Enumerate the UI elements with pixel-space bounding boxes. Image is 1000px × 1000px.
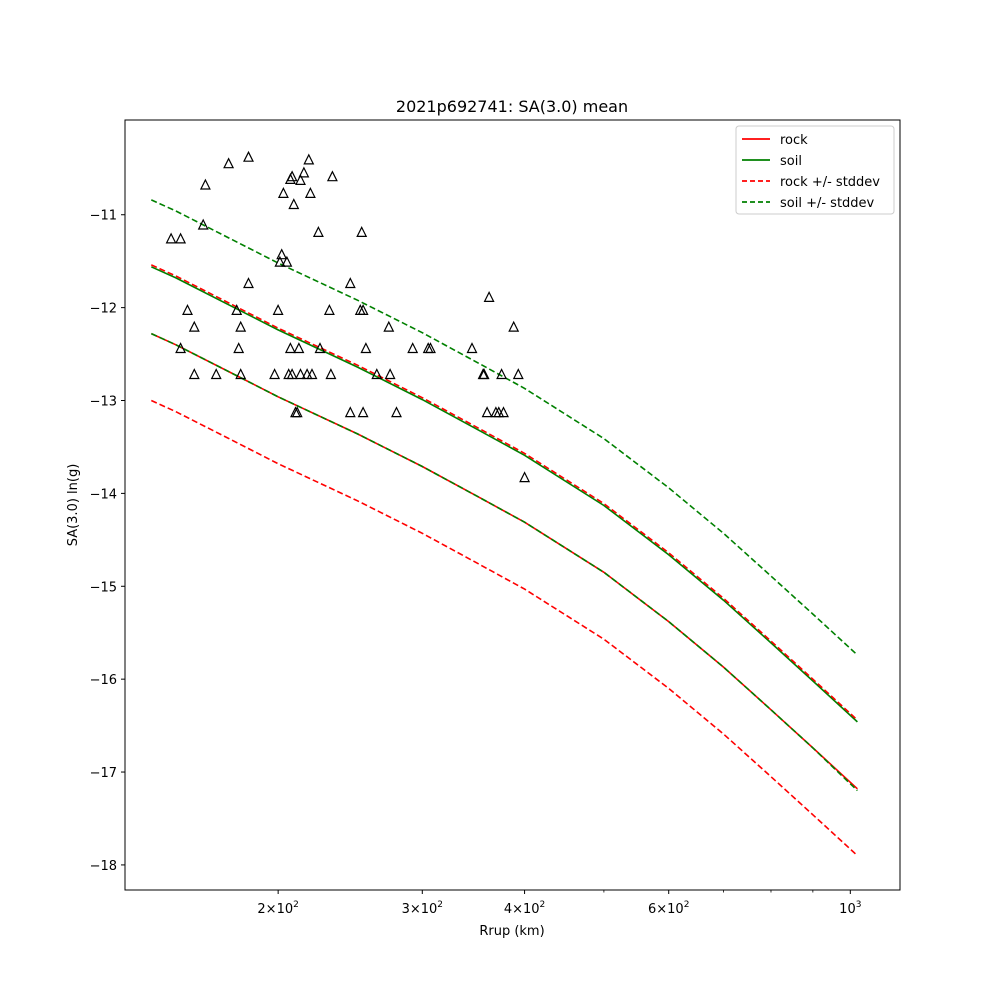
scatter-point-40: [323, 304, 335, 315]
scatter-point-27: [288, 198, 300, 210]
scatter-point-61: [483, 291, 495, 302]
scatter-point-38: [312, 226, 324, 237]
scatter-point-60: [481, 406, 493, 418]
scatter-point-19: [276, 248, 288, 260]
scatter-point-3: [182, 304, 193, 315]
scatter-point-20: [277, 187, 289, 198]
scatter-point-59: [478, 368, 490, 380]
x-tick-label-2: 4×102: [504, 900, 545, 917]
scatter-point-8: [210, 368, 222, 380]
scatter-point-64: [496, 368, 508, 380]
plot-area: −11 −12 −13 −14 −15 −16 −17 −18 2×102 3×102 4×102 6…: [90, 119, 901, 917]
scatter-point-14: [243, 150, 254, 162]
scatter-point-16: [269, 368, 281, 380]
scatter-point-5: [188, 368, 200, 380]
scatter-point-48: [357, 406, 369, 418]
legend-label-1: soil: [780, 154, 802, 169]
y-tick-label-6: −17: [90, 766, 117, 781]
y-tick-label-1: −12: [90, 302, 117, 317]
scatter-point-10: [231, 304, 243, 315]
scatter-point-47: [357, 304, 369, 315]
axes-frame: [124, 119, 901, 891]
scatter-point-57: [466, 342, 478, 354]
series-line-4: [150, 199, 858, 656]
scatter-point-33: [298, 166, 310, 178]
legend-label-0: rock: [780, 133, 808, 148]
scatter-point-46: [356, 226, 368, 237]
scatter-point-39: [314, 342, 326, 354]
scatter-point-67: [512, 368, 524, 380]
series-line-2: [150, 399, 858, 857]
scatter-point-25: [286, 170, 298, 182]
scatter-point-6: [197, 218, 209, 230]
y-tick-label-4: −15: [90, 580, 117, 595]
scatter-point-32: [295, 368, 306, 380]
scatter-point-4: [188, 320, 200, 332]
scatter-point-35: [303, 153, 315, 165]
y-tick-label-3: −14: [90, 487, 117, 502]
scatter-point-26: [286, 368, 298, 380]
scatter-point-42: [326, 170, 338, 182]
scatter-point-37: [306, 368, 318, 380]
legend: rock soil rock +/- stddev soil +/- stddev: [735, 125, 895, 215]
scatter-point-51: [383, 320, 395, 332]
scatter-point-21: [281, 255, 293, 267]
scatter-point-9: [223, 157, 235, 169]
series-line-3: [150, 264, 858, 721]
y-tick-label-2: −13: [90, 395, 117, 410]
series-line-5: [150, 332, 858, 792]
scatter-point-54: [407, 342, 419, 354]
scatter-point-0: [165, 232, 177, 244]
scatter-point-68: [519, 471, 531, 483]
y-axis-label: SA(3.0) ln(g): [66, 464, 81, 547]
x-tick-label-4: 103: [839, 900, 861, 917]
scatter-point-41: [325, 368, 337, 380]
scatter-point-13: [235, 368, 247, 380]
scatter-point-29: [291, 406, 303, 418]
scatter-point-15: [243, 277, 254, 289]
scatter-point-12: [235, 320, 247, 332]
scatter-point-43: [344, 277, 356, 289]
legend-label-2: rock +/- stddev: [780, 175, 880, 190]
chart-title: 2021p692741: SA(3.0) mean: [396, 97, 628, 116]
y-tick-label-5: −16: [90, 673, 117, 688]
x-axis-label: Rrup (km): [479, 924, 544, 939]
scatter-point-11: [233, 342, 245, 354]
scatter-point-53: [391, 406, 402, 418]
scatter-point-31: [295, 174, 306, 185]
scatter-point-2: [175, 342, 187, 354]
scatter-point-65: [498, 406, 509, 418]
legend-label-3: soil +/- stddev: [780, 196, 875, 211]
scatter-point-24: [284, 342, 296, 354]
legend-box: [735, 125, 895, 215]
scatter-point-18: [274, 255, 286, 267]
scatter-point-30: [293, 342, 305, 354]
scatter-point-36: [304, 187, 316, 198]
scatter-point-49: [360, 342, 372, 354]
x-tick-label-1: 3×102: [402, 900, 443, 917]
y-tick-label-7: −18: [90, 859, 117, 874]
scatter-point-66: [508, 320, 520, 332]
scatter-point-17: [272, 304, 284, 315]
scatter-point-7: [199, 178, 211, 190]
scatter-point-1: [175, 232, 187, 244]
scatter-point-56: [425, 342, 436, 354]
scatter-point-50: [371, 368, 383, 380]
scatter-point-52: [384, 368, 396, 380]
scatter-point-44: [344, 406, 356, 418]
x-tick-label-0: 2×102: [257, 900, 298, 917]
y-tick-label-0: −11: [90, 209, 117, 224]
x-tick-label-3: 6×102: [648, 900, 689, 917]
